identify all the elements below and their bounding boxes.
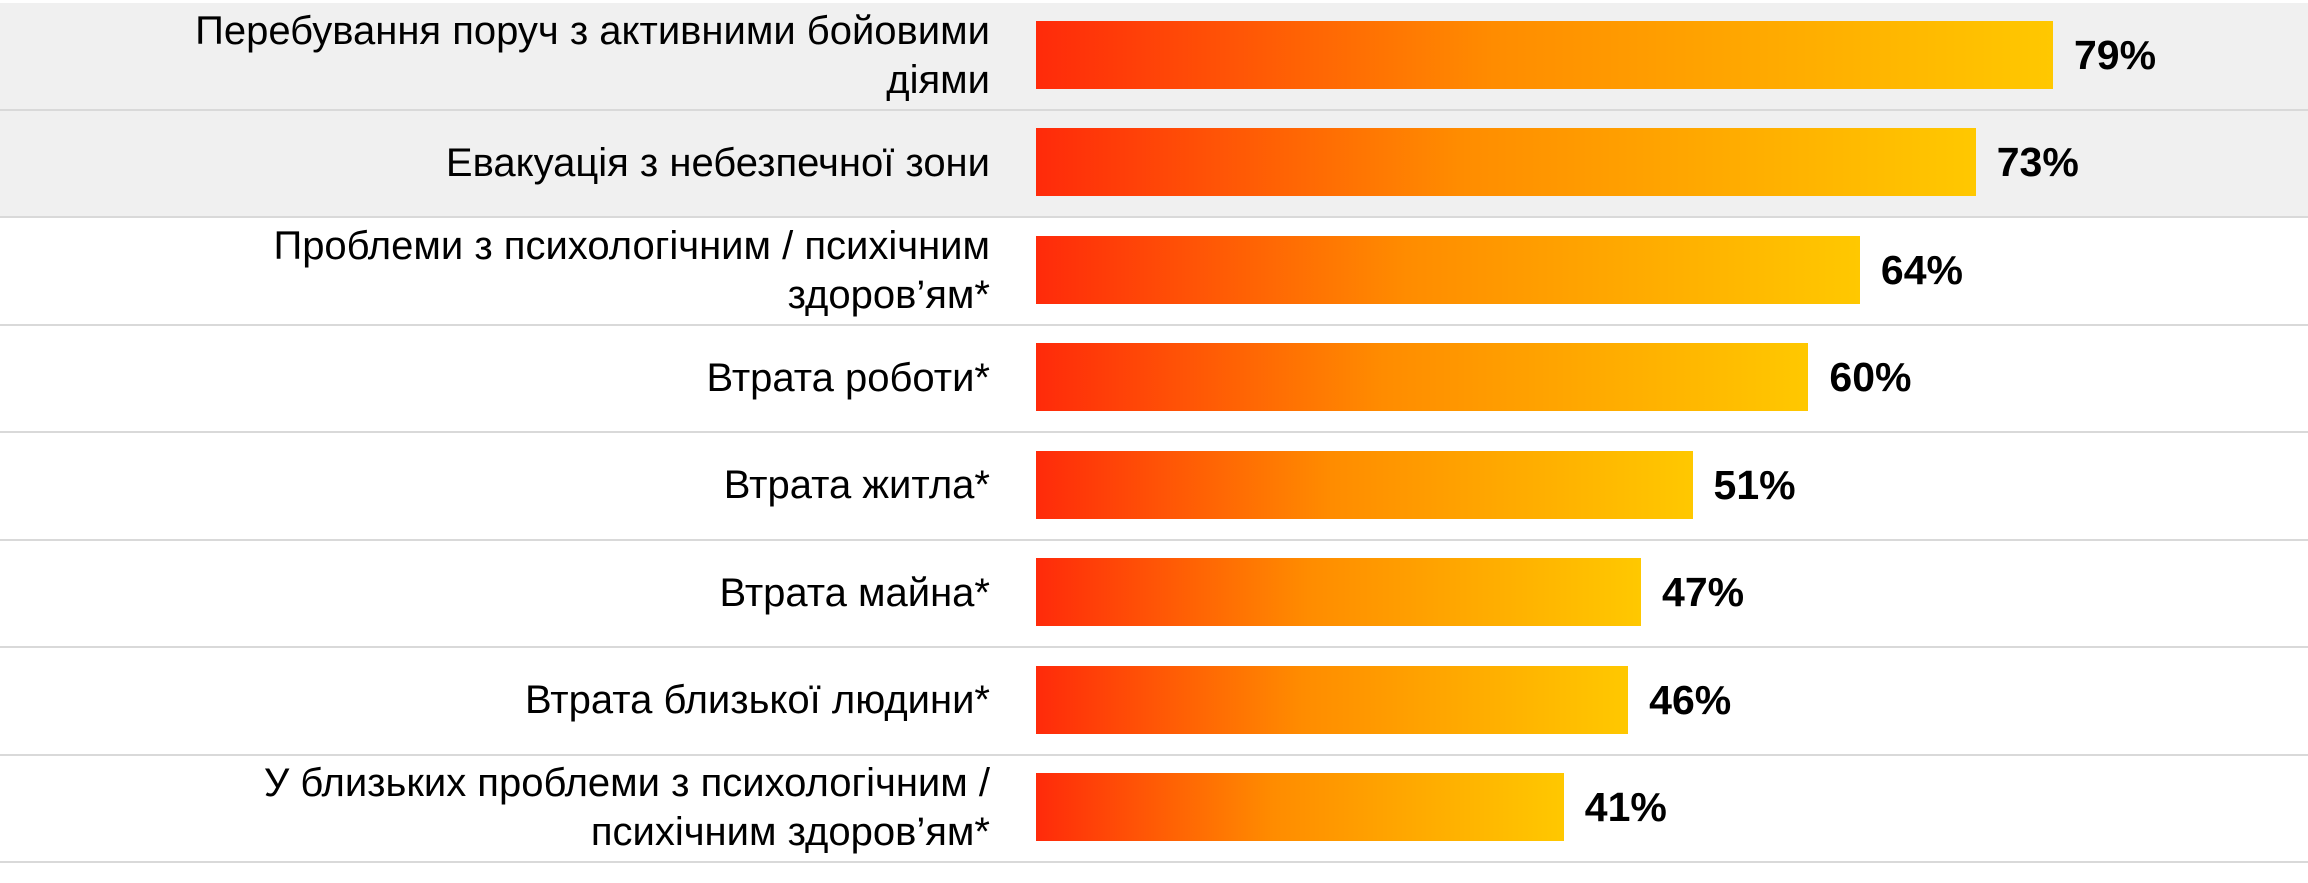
value-label: 46% xyxy=(1649,676,1732,723)
value-label: 47% xyxy=(1662,569,1745,616)
chart-row: Перебування поруч з активними бойовими д… xyxy=(0,3,2308,111)
bar xyxy=(1036,343,1809,412)
bar xyxy=(1036,558,1642,627)
chart-row: У близьких проблеми з психологічним / пс… xyxy=(0,756,2308,863)
chart-row: Проблеми з психологічним / психічним здо… xyxy=(0,218,2308,326)
chart-row: Втрата роботи* 60% xyxy=(0,326,2308,433)
category-label: Перебування поруч з активними бойовими д… xyxy=(195,8,990,102)
category-label: Втрата роботи* xyxy=(706,355,990,400)
value-label: 64% xyxy=(1880,246,1963,293)
chart-row: Втрата житла* 51% xyxy=(0,433,2308,541)
value-label: 60% xyxy=(1829,354,1912,401)
value-label: 41% xyxy=(1584,784,1667,831)
bar xyxy=(1036,665,1629,734)
bar xyxy=(1036,20,2053,89)
category-label: Втрата близької людини* xyxy=(524,678,990,723)
category-label: У близьких проблеми з психологічним / пс… xyxy=(263,761,990,855)
category-label: Евакуація з небезпечної зони xyxy=(445,140,990,185)
chart-row: Евакуація з небезпечної зони 73% xyxy=(0,110,2308,218)
category-label: Втрата житла* xyxy=(723,463,990,508)
value-label: 73% xyxy=(1996,139,2079,186)
chart-row: Втрата близької людини* 46% xyxy=(0,648,2308,756)
chart-row: Втрата майна* 47% xyxy=(0,541,2308,648)
category-label: Проблеми з психологічним / психічним здо… xyxy=(273,223,990,317)
bar xyxy=(1036,450,1693,519)
category-label: Втрата майна* xyxy=(719,570,990,615)
bar xyxy=(1036,235,1860,304)
bar xyxy=(1036,128,1976,197)
value-label: 79% xyxy=(2074,31,2157,78)
value-label: 51% xyxy=(1713,461,1796,508)
bar xyxy=(1036,773,1564,842)
